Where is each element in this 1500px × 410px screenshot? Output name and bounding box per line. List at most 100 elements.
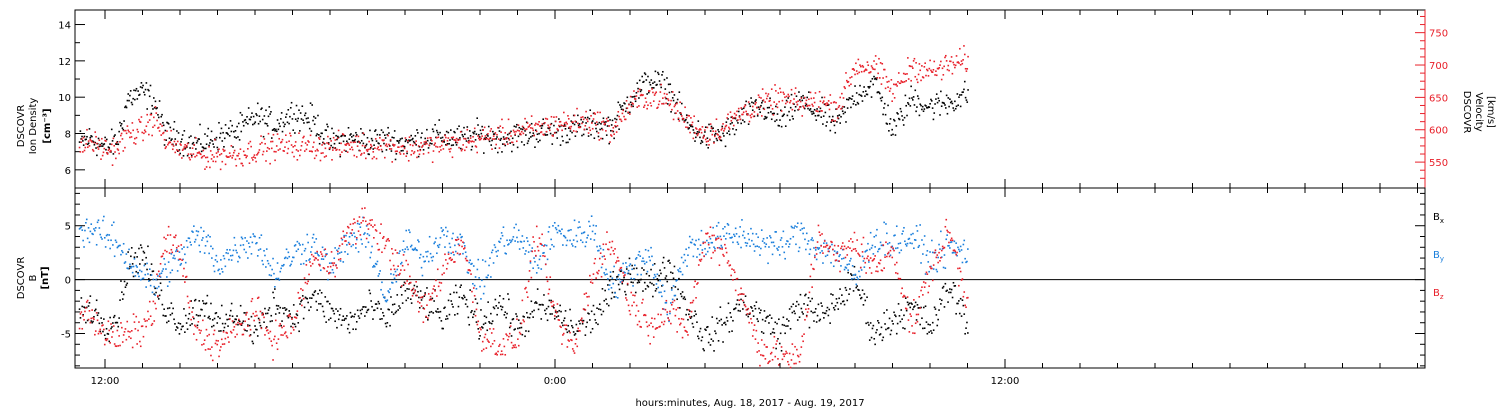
by-point xyxy=(441,230,444,233)
bx-point xyxy=(84,306,86,309)
velocity-point xyxy=(388,143,390,146)
velocity-point xyxy=(694,132,696,134)
bx-point xyxy=(718,319,721,322)
bx-point xyxy=(486,329,489,332)
bz-point xyxy=(332,264,335,267)
density-point xyxy=(548,127,550,130)
velocity-point xyxy=(638,105,640,107)
velocity-point xyxy=(657,103,660,106)
by-point xyxy=(746,242,749,245)
velocity-point xyxy=(894,83,897,86)
density-point xyxy=(671,97,674,99)
by-point xyxy=(961,261,964,264)
velocity-point xyxy=(769,99,771,102)
bx-point xyxy=(337,310,339,312)
density-point xyxy=(199,123,201,126)
bx-point xyxy=(571,324,573,327)
density-point xyxy=(852,103,855,105)
by-point xyxy=(136,266,138,268)
by-point xyxy=(112,244,114,246)
field-tick-label: 0 xyxy=(65,276,71,287)
by-point xyxy=(366,233,369,235)
bz-point xyxy=(573,352,576,354)
bx-point xyxy=(634,291,637,294)
density-point xyxy=(357,140,360,143)
bx-point xyxy=(361,308,363,311)
velocity-point xyxy=(568,126,571,129)
velocity-point xyxy=(950,56,953,58)
velocity-point xyxy=(400,145,403,148)
density-point xyxy=(398,139,401,142)
by-point xyxy=(301,243,304,246)
by-point xyxy=(822,262,824,264)
by-point xyxy=(680,256,683,259)
velocity-point xyxy=(821,110,823,112)
density-point xyxy=(815,119,818,121)
velocity-point xyxy=(701,126,704,128)
by-point xyxy=(729,236,732,239)
density-point xyxy=(146,108,148,110)
density-point xyxy=(610,124,613,126)
bx-point xyxy=(184,314,187,317)
density-point xyxy=(813,112,815,115)
bx-point xyxy=(82,314,84,316)
bx-point xyxy=(172,307,174,310)
by-point xyxy=(663,290,666,293)
bz-point xyxy=(345,240,347,242)
velocity-point xyxy=(237,152,240,155)
density-point xyxy=(812,110,814,113)
velocity-point xyxy=(846,81,849,84)
density-point xyxy=(304,112,307,115)
density-point xyxy=(173,120,176,123)
velocity-point xyxy=(413,151,416,153)
density-point xyxy=(260,108,262,111)
bz-point xyxy=(88,310,91,312)
density-point xyxy=(186,154,189,157)
by-point xyxy=(553,245,555,248)
by-point xyxy=(293,245,296,247)
velocity-point xyxy=(294,141,297,143)
velocity-point xyxy=(695,127,697,129)
by-point xyxy=(934,251,937,254)
density-point xyxy=(228,127,230,130)
velocity-point xyxy=(785,95,788,98)
by-point xyxy=(253,235,255,237)
bx-point xyxy=(535,302,538,304)
density-point xyxy=(619,104,621,106)
velocity-point xyxy=(402,153,405,155)
bx-point xyxy=(954,285,957,287)
velocity-point xyxy=(388,148,391,150)
bx-point xyxy=(811,297,813,300)
velocity-point xyxy=(170,129,172,132)
bz-point xyxy=(462,241,464,244)
bx-point xyxy=(215,312,218,314)
bx-point xyxy=(594,319,597,321)
velocity-point xyxy=(555,116,558,118)
velocity-point xyxy=(451,156,454,159)
bx-point xyxy=(923,327,926,330)
bx-point xyxy=(694,310,696,313)
bz-point xyxy=(337,258,340,261)
velocity-point xyxy=(251,157,253,159)
density-point xyxy=(211,140,214,142)
velocity-point xyxy=(914,75,917,78)
velocity-point xyxy=(424,143,427,146)
bx-point xyxy=(535,301,537,303)
bx-point xyxy=(176,327,179,329)
velocity-point xyxy=(516,140,518,143)
bx-point xyxy=(129,265,131,268)
velocity-point xyxy=(369,143,372,146)
density-point xyxy=(767,111,770,114)
density-point xyxy=(937,97,940,100)
bx-point xyxy=(433,300,435,302)
bz-point xyxy=(714,249,716,252)
by-point xyxy=(315,238,318,240)
density-point xyxy=(608,142,610,145)
bx-point xyxy=(905,309,908,312)
by-point xyxy=(727,224,730,226)
velocity-point xyxy=(117,149,120,151)
bx-point xyxy=(644,288,647,290)
bx-point xyxy=(961,299,964,302)
by-point xyxy=(612,282,615,285)
by-point xyxy=(615,296,617,298)
